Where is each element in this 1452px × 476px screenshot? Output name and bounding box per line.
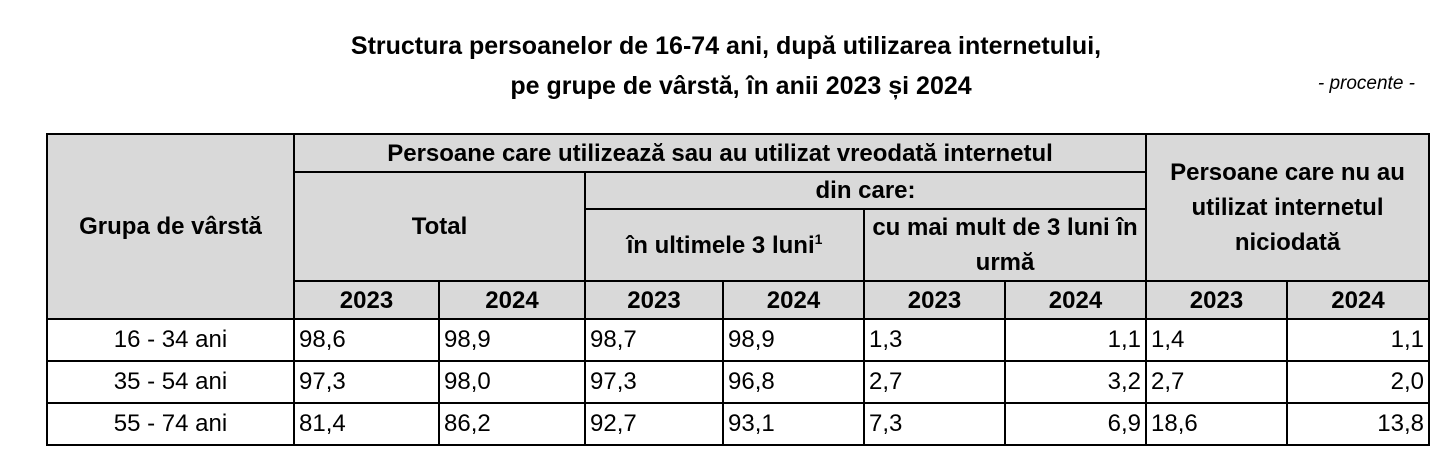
header-age-group: Grupa de vârstă — [46, 133, 295, 320]
value-cell: 98,0 — [438, 360, 586, 404]
header-never-used: Persoane care nu au utilizat internetul … — [1145, 133, 1430, 282]
age-group-cell: 16 - 34 ani — [46, 318, 295, 362]
value-cell: 98,6 — [293, 318, 440, 362]
header-more-than-3-months: cu mai mult de 3 luni în urmă — [863, 208, 1147, 282]
value-cell: 18,6 — [1145, 402, 1288, 446]
header-total: Total — [293, 171, 586, 282]
value-cell: 1,1 — [1004, 318, 1147, 362]
value-cell: 98,9 — [438, 318, 586, 362]
year-header: 2024 — [722, 280, 865, 320]
year-header: 2024 — [438, 280, 586, 320]
age-group-cell: 55 - 74 ani — [46, 402, 295, 446]
year-header: 2024 — [1004, 280, 1147, 320]
value-cell: 98,9 — [722, 318, 865, 362]
internet-usage-table: Grupa de vârstă Persoane care utilizează… — [46, 133, 1430, 446]
header-last-3-months-label: în ultimele 3 luni — [626, 231, 815, 259]
unit-note: - procente - — [1317, 73, 1415, 94]
page-title: Structura persoanelor de 16-74 ani, după… — [0, 26, 1452, 106]
title-line-1: Structura persoanelor de 16-74 ani, după… — [350, 32, 1102, 60]
header-of-which: din care: — [584, 171, 1147, 210]
table-row: 55 - 74 ani 81,4 86,2 92,7 93,1 7,3 6,9 … — [46, 402, 1430, 446]
value-cell: 2,7 — [863, 360, 1006, 404]
value-cell: 2,7 — [1145, 360, 1288, 404]
value-cell: 3,2 — [1004, 360, 1147, 404]
value-cell: 86,2 — [438, 402, 586, 446]
value-cell: 81,4 — [293, 402, 440, 446]
value-cell: 93,1 — [722, 402, 865, 446]
value-cell: 1,4 — [1145, 318, 1288, 362]
value-cell: 1,1 — [1286, 318, 1430, 362]
table-row: 35 - 54 ani 97,3 98,0 97,3 96,8 2,7 3,2 … — [46, 360, 1430, 404]
title-line-2: pe grupe de vârstă, în anii 2023 și 2024 — [510, 72, 972, 100]
year-header: 2024 — [1286, 280, 1430, 320]
value-cell: 96,8 — [722, 360, 865, 404]
value-cell: 7,3 — [863, 402, 1006, 446]
value-cell: 97,3 — [293, 360, 440, 404]
year-header: 2023 — [1145, 280, 1288, 320]
value-cell: 6,9 — [1004, 402, 1147, 446]
value-cell: 92,7 — [584, 402, 724, 446]
footnote-marker: 1 — [814, 230, 823, 247]
year-header: 2023 — [293, 280, 440, 320]
header-users-group: Persoane care utilizează sau au utilizat… — [293, 133, 1147, 173]
table-row: 16 - 34 ani 98,6 98,9 98,7 98,9 1,3 1,1 … — [46, 318, 1430, 362]
value-cell: 97,3 — [584, 360, 724, 404]
value-cell: 98,7 — [584, 318, 724, 362]
year-header: 2023 — [863, 280, 1006, 320]
year-header: 2023 — [584, 280, 724, 320]
value-cell: 13,8 — [1286, 402, 1430, 446]
header-last-3-months: în ultimele 3 luni1 — [584, 208, 865, 282]
value-cell: 1,3 — [863, 318, 1006, 362]
value-cell: 2,0 — [1286, 360, 1430, 404]
age-group-cell: 35 - 54 ani — [46, 360, 295, 404]
